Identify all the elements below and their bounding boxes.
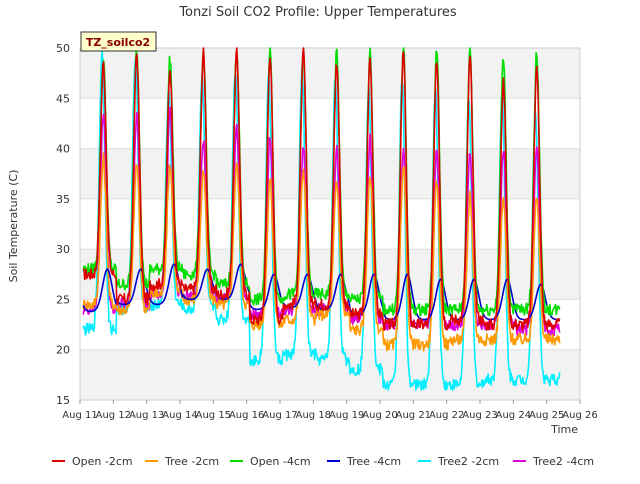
site-label: TZ_soilco2 [86, 36, 150, 49]
legend-label: Open -4cm [250, 455, 311, 468]
legend: Open -2cm Tree -2cm Open -4cm Tree -4cm Tree… [52, 455, 594, 468]
x-tick-label: Aug 19 [329, 410, 364, 421]
x-tick-label: Aug 25 [529, 410, 564, 421]
x-tick-label: Aug 14 [162, 410, 197, 421]
x-tick-label: Aug 24 [496, 410, 531, 421]
legend-label: Tree2 -4cm [532, 455, 594, 468]
x-tick-label: Aug 26 [562, 410, 597, 421]
y-tick-label: 30 [56, 243, 70, 256]
plot-area [79, 47, 581, 401]
x-tick-label: Aug 13 [129, 410, 164, 421]
grid-bands [80, 48, 580, 400]
x-axis-label: Time [550, 423, 578, 436]
x-tick-label: Aug 22 [429, 410, 464, 421]
series-line-open-4cm [82, 47, 561, 317]
chart-title: Tonzi Soil CO2 Profile: Upper Temperatur… [178, 5, 457, 20]
legend-label: Open -2cm [72, 455, 133, 468]
x-tick-label: Aug 15 [196, 410, 231, 421]
x-tick-label: Aug 21 [396, 410, 431, 421]
y-tick-label: 25 [56, 293, 70, 306]
series-line-open-2cm [82, 47, 561, 331]
legend-label: Tree2 -2cm [437, 455, 499, 468]
x-tick-label: Aug 17 [262, 410, 297, 421]
legend-label: Tree -4cm [346, 455, 401, 468]
x-tick-label: Aug 20 [362, 410, 397, 421]
x-tick-label: Aug 18 [296, 410, 331, 421]
x-tick-label: Aug 12 [96, 410, 131, 421]
grid-band [80, 48, 580, 99]
y-tick-label: 15 [56, 394, 70, 407]
y-tick-label: 35 [56, 193, 70, 206]
y-axis-label: Soil Temperature (C) [7, 170, 20, 283]
grid-band [80, 349, 580, 400]
y-tick-label: 40 [56, 143, 70, 156]
x-tick-label: Aug 23 [462, 410, 497, 421]
series-line-tree-2cm [82, 152, 561, 352]
y-axis-ticks: 15 20 25 30 35 40 45 50 [56, 42, 70, 407]
legend-label: Tree -2cm [164, 455, 219, 468]
x-tick-label: Aug 16 [229, 410, 264, 421]
site-label-box: TZ_soilco2 [80, 31, 157, 52]
y-tick-label: 45 [56, 92, 70, 105]
y-tick-label: 50 [56, 42, 70, 55]
y-tick-label: 20 [56, 344, 70, 357]
series-layer [82, 47, 561, 391]
grid-band [80, 148, 580, 199]
x-tick-label: Aug 11 [62, 410, 97, 421]
